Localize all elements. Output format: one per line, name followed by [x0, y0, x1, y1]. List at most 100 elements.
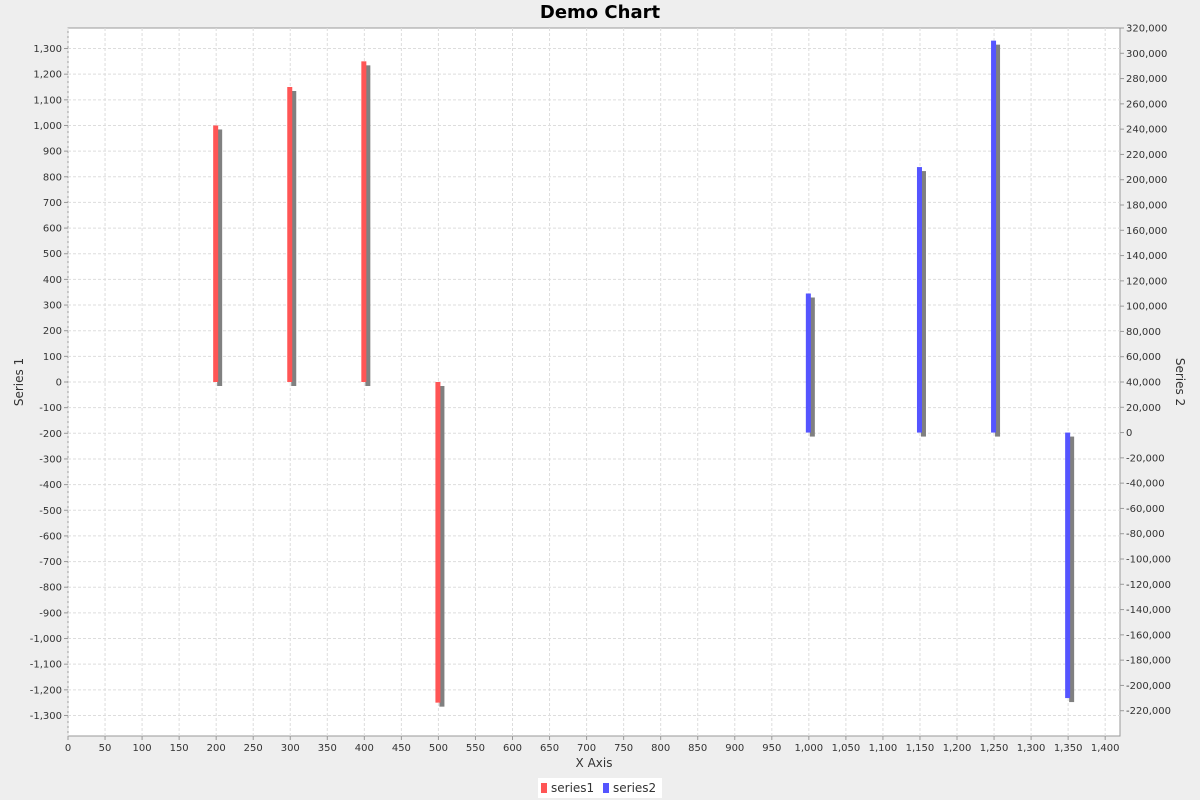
bar-shadow	[217, 129, 223, 386]
x-tick-label: 1,150	[906, 743, 935, 754]
bar-shadow	[809, 297, 815, 437]
x-tick-label: 300	[281, 743, 300, 754]
y-tick-label: 1,000	[33, 121, 62, 132]
x-tick-label: 550	[466, 743, 485, 754]
left-axis: -1,300 -1,200 -1,100 -1,000 -900 -800 -700 -600…	[30, 44, 68, 722]
y-tick-label: -1,200	[30, 685, 62, 696]
y-tick-label: 0	[56, 378, 62, 389]
y-tick-label: 1,300	[33, 44, 62, 55]
x-tick-label: 1,350	[1054, 743, 1083, 754]
y2-tick-label: -200,000	[1126, 681, 1171, 692]
y-tick-label: -400	[39, 480, 62, 491]
bar-shadow	[920, 171, 926, 437]
y2-tick-label: -40,000	[1126, 479, 1165, 490]
y-tick-label: 900	[43, 147, 62, 158]
bar-shadow	[995, 44, 1001, 437]
x-tick-label: 100	[133, 743, 152, 754]
bar	[435, 382, 441, 703]
y2-tick-label: 200,000	[1126, 175, 1167, 186]
y-tick-label: 700	[43, 198, 62, 209]
y-tick-label: -600	[39, 531, 62, 542]
y2-tick-label: -140,000	[1126, 605, 1171, 616]
x-tick-label: 450	[392, 743, 411, 754]
bar-layer	[213, 40, 1075, 707]
bar	[1065, 432, 1071, 699]
y2-tick-label: -20,000	[1126, 453, 1165, 464]
y-tick-label: -200	[39, 429, 62, 440]
bar	[287, 87, 293, 382]
x-tick-label: 1,250	[980, 743, 1009, 754]
x-tick-label: 850	[688, 743, 707, 754]
y2-tick-label: 300,000	[1126, 49, 1167, 60]
y-tick-label: -300	[39, 454, 62, 465]
y2-tick-label: -60,000	[1126, 504, 1165, 515]
y2-tick-label: 240,000	[1126, 125, 1167, 136]
y2-tick-label: 60,000	[1126, 352, 1161, 363]
x-tick-label: 50	[99, 743, 112, 754]
legend-swatch	[603, 783, 609, 793]
bar	[361, 61, 367, 382]
y2-tick-label: 140,000	[1126, 251, 1167, 262]
y2-tick-label: 220,000	[1126, 150, 1167, 161]
x-tick-label: 1,200	[943, 743, 972, 754]
y-tick-label: 1,100	[33, 95, 62, 106]
x-tick-label: 750	[614, 743, 633, 754]
bar-shadow	[291, 91, 297, 386]
y2-tick-label: -220,000	[1126, 706, 1171, 717]
y-tick-label: 300	[43, 301, 62, 312]
y-tick-label: -500	[39, 506, 62, 517]
bar	[805, 293, 811, 433]
x-tick-label: 350	[318, 743, 337, 754]
x-tick-label: 800	[651, 743, 670, 754]
y-tick-label: -700	[39, 557, 62, 568]
x-axis: 0 50 100 150 200 250 300 350 400 450 500 550 600 650 7…	[65, 736, 1120, 754]
right-axis-title: Series 2	[1173, 358, 1187, 406]
x-tick-label: 1,100	[869, 743, 898, 754]
y-tick-label: 400	[43, 275, 62, 286]
bar-shadow	[439, 386, 445, 707]
x-tick-label: 1,000	[795, 743, 824, 754]
left-axis-title: Series 1	[12, 358, 26, 406]
bar	[213, 125, 219, 382]
y-tick-label: 100	[43, 352, 62, 363]
y2-tick-label: 0	[1126, 428, 1132, 439]
y2-tick-label: -180,000	[1126, 656, 1171, 667]
y2-tick-label: -120,000	[1126, 580, 1171, 591]
x-tick-label: 600	[503, 743, 522, 754]
x-tick-label: 1,300	[1017, 743, 1046, 754]
y-tick-label: 600	[43, 224, 62, 235]
x-tick-label: 950	[762, 743, 781, 754]
bar-shadow	[365, 65, 371, 386]
x-tick-label: 400	[355, 743, 374, 754]
x-tick-label: 150	[170, 743, 189, 754]
y2-tick-label: 80,000	[1126, 327, 1161, 338]
y2-tick-label: 40,000	[1126, 378, 1161, 389]
x-tick-label: 1,050	[832, 743, 861, 754]
right-axis: -220,000 -200,000 -180,000 -160,000 -140,000…	[1120, 24, 1171, 717]
x-tick-label: 900	[725, 743, 744, 754]
legend-item-label: series1	[551, 781, 594, 795]
bar	[916, 167, 922, 433]
y-tick-label: -1,100	[30, 660, 62, 671]
y2-tick-label: -80,000	[1126, 529, 1165, 540]
y2-tick-label: 180,000	[1126, 201, 1167, 212]
y-tick-label: 500	[43, 249, 62, 260]
bar	[991, 40, 997, 433]
y-tick-label: -1,000	[30, 634, 62, 645]
y-tick-label: 1,200	[33, 70, 62, 81]
legend-box	[538, 778, 662, 798]
y2-tick-label: 100,000	[1126, 302, 1167, 313]
y2-tick-label: 320,000	[1126, 24, 1167, 35]
y-tick-label: 800	[43, 172, 62, 183]
x-tick-label: 500	[429, 743, 448, 754]
y2-tick-label: 120,000	[1126, 276, 1167, 287]
y-tick-label: 200	[43, 326, 62, 337]
y2-tick-label: 260,000	[1126, 99, 1167, 110]
x-tick-label: 650	[540, 743, 559, 754]
x-tick-label: 200	[207, 743, 226, 754]
legend: series1 series2	[538, 778, 662, 798]
legend-item-label: series2	[613, 781, 656, 795]
y-tick-label: -800	[39, 583, 62, 594]
